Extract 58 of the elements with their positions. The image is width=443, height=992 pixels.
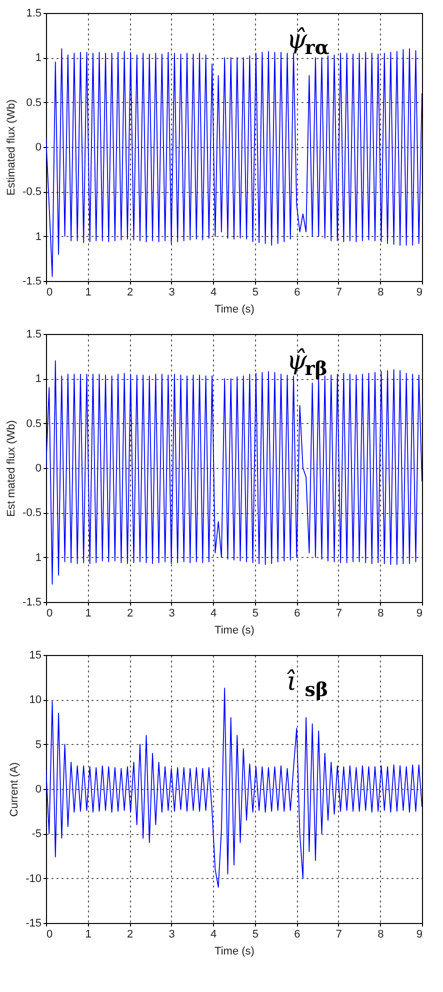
x-tick-label: 2: [126, 608, 134, 620]
x-tick-label: 5: [252, 286, 258, 298]
x-axis-title: Time (s): [214, 624, 254, 636]
x-tick-label: 4: [210, 928, 217, 940]
y-tick-label: 0: [35, 462, 42, 474]
x-tick-label: 6: [294, 928, 300, 940]
x-tick-label: 3: [168, 928, 175, 940]
x-tick-label: 1: [85, 608, 92, 620]
y-tick-label: 1: [35, 373, 42, 386]
x-tick-label: 5: [252, 928, 258, 940]
y-axis-title: Estimated flux (Wb): [6, 100, 18, 196]
x-tick-label: 2: [126, 286, 134, 298]
x-tick-label: 9: [416, 928, 422, 940]
x-tick-label: 8: [378, 928, 384, 940]
x-tick-label: 9: [416, 286, 422, 298]
x-tick-label: 0: [46, 608, 53, 620]
x-tick-label: 4: [210, 286, 217, 298]
y-tick-label: 0: [35, 142, 42, 154]
x-tick-label: 6: [294, 286, 300, 298]
y-tick-label: 15: [29, 650, 42, 662]
y-tick-label: 1: [35, 52, 42, 64]
y-tick-label: -0.5: [22, 186, 42, 198]
x-tick-label: 2: [126, 928, 134, 940]
x-tick-label: 8: [378, 286, 384, 298]
x-tick-label: 7: [336, 928, 342, 940]
y-tick-label: 10: [29, 694, 42, 706]
y-tick-label: 0: [35, 784, 42, 796]
y-tick-label: 5: [35, 738, 42, 751]
y-tick-label: -10: [26, 872, 42, 885]
y-axis-title: Current (A): [8, 762, 21, 817]
y-tick-label: 1: [35, 230, 42, 243]
annotation: ι̂sβ: [286, 666, 328, 701]
y-tick-label: 0.5: [26, 96, 42, 109]
x-tick-label: 1: [85, 286, 92, 298]
x-tick-label: 3: [168, 286, 175, 298]
y-tick-label: 1.5: [26, 8, 42, 20]
y-tick-label: 0.5: [26, 418, 42, 430]
x-tick-label: 8: [378, 608, 384, 620]
y-tick-label: -15: [26, 918, 42, 930]
x-tick-label: 5: [252, 608, 258, 620]
x-tick-label: 4: [210, 608, 217, 620]
y-tick-label: -5: [32, 828, 42, 840]
x-tick-label: 0: [46, 286, 53, 298]
y-tick-label: -1.5: [22, 276, 42, 288]
y-axis-title: Est mated flux (Wb): [6, 420, 18, 517]
x-tick-label: 0: [46, 928, 53, 940]
x-tick-label: 9: [416, 608, 422, 620]
x-axis-title: Time (s): [214, 946, 254, 958]
x-tick-label: 7: [336, 608, 342, 620]
x-tick-label: 3: [168, 608, 175, 620]
y-tick-label: -1.5: [22, 596, 42, 608]
y-tick-label: 1: [35, 552, 42, 564]
y-tick-label: -0.5: [22, 507, 42, 520]
y-tick-label: 1.5: [26, 328, 42, 340]
x-tick-label: 7: [336, 286, 342, 298]
x-tick-label: 1: [85, 928, 92, 940]
x-axis-title: Time (s): [214, 304, 254, 316]
x-tick-label: 6: [294, 608, 300, 620]
